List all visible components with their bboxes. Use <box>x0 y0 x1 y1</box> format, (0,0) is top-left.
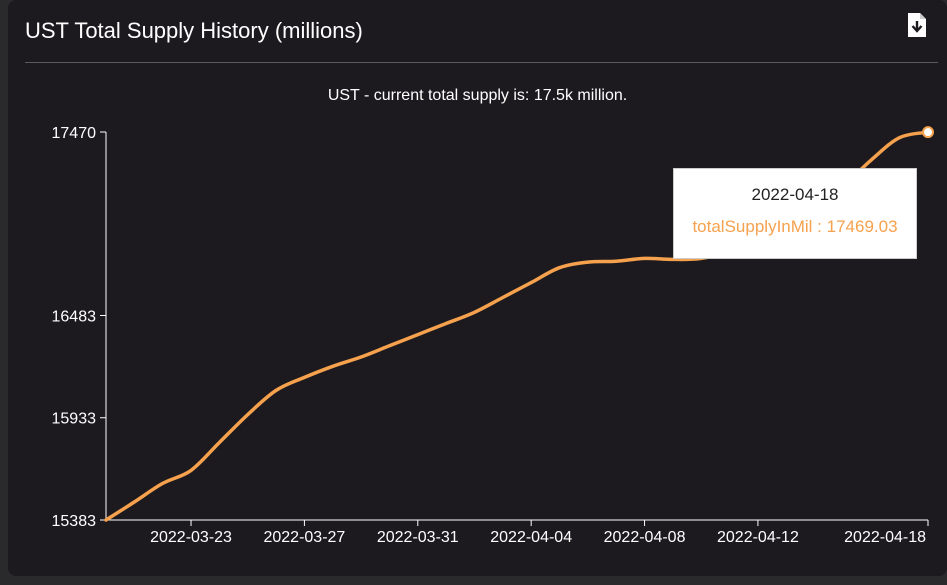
card-title: UST Total Supply History (millions) <box>25 18 363 43</box>
x-tick-label: 2022-03-23 <box>150 529 232 546</box>
y-tick-label: 15383 <box>52 513 97 530</box>
x-tick-label: 2022-04-12 <box>717 529 799 546</box>
line-chart: 15383 15933 16483 17470 2022-03-23 2022-03-2… <box>52 125 934 546</box>
tooltip-date: 2022-04-18 <box>751 185 839 204</box>
file-download-icon <box>908 13 926 37</box>
hover-point[interactable] <box>922 126 934 139</box>
y-tick-label: 16483 <box>52 308 97 325</box>
y-tick-label: 17470 <box>52 125 97 142</box>
tooltip: 2022-04-18 totalSupplyInMil : 17469.03 <box>673 168 917 259</box>
header-divider <box>25 62 938 63</box>
x-tick-label: 2022-03-31 <box>377 529 459 546</box>
x-tick-label: 2022-03-27 <box>263 529 345 546</box>
x-tick-label: 2022-04-18 <box>844 529 926 546</box>
chart-card: UST Total Supply History (millions) UST … <box>8 0 947 576</box>
chart-subtitle: UST - current total supply is: 17.5k mil… <box>327 87 628 104</box>
y-tick-label: 15933 <box>52 411 97 428</box>
tooltip-value: totalSupplyInMil : 17469.03 <box>692 217 898 236</box>
x-tick-label: 2022-04-04 <box>490 529 572 546</box>
x-tick-label: 2022-04-08 <box>604 529 686 546</box>
download-button[interactable] <box>906 12 928 38</box>
